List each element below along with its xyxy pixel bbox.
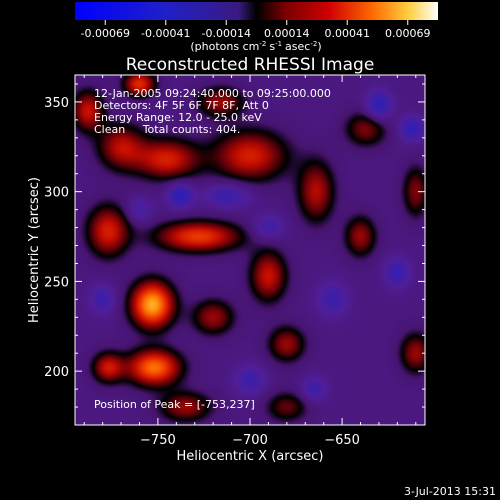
colorbar: -0.00069 -0.00041 -0.00014 0.00014 0.00041 0.… — [75, 2, 438, 53]
colorbar-tick-label: 0.00014 — [264, 27, 310, 40]
unit-exp-s: -1 — [275, 40, 282, 48]
timestamp: 3-Jul-2013 15:31 — [404, 485, 496, 498]
chart-title: Reconstructed RHESSI Image — [126, 55, 375, 75]
colorbar-tick-label: 0.00041 — [325, 27, 371, 40]
y-tick-label: 350 — [44, 96, 69, 111]
colorbar-strip — [75, 2, 438, 20]
x-tick-label: −750 — [140, 433, 176, 448]
x-axis: −750 −700 −650 — [83, 75, 417, 448]
colorbar-tick-label: -0.00014 — [202, 27, 251, 40]
heatmap-image — [75, 75, 425, 425]
annotation-energy: Energy Range: 12.0 - 25.0 keV — [94, 111, 262, 124]
y-axis-label: Heliocentric Y (arcsec) — [27, 177, 42, 323]
unit-b: s — [269, 40, 275, 53]
unit-d: ) — [317, 40, 321, 53]
x-axis-label: Heliocentric X (arcsec) — [177, 449, 324, 464]
unit-exp-asec: -2 — [310, 40, 317, 48]
annotation-block: 12-Jan-2005 09:24:40.000 to 09:25:00.000… — [94, 87, 331, 136]
colorbar-ticks: -0.00069 -0.00041 -0.00014 0.00014 0.00041 0.… — [81, 20, 431, 40]
unit-a: (photons cm — [190, 40, 259, 53]
x-tick-label: −650 — [324, 433, 360, 448]
heatmap-area — [75, 75, 425, 425]
y-tick-label: 250 — [44, 275, 69, 290]
x-tick-label: −700 — [232, 433, 268, 448]
annotation-time: 12-Jan-2005 09:24:40.000 to 09:25:00.000 — [94, 87, 331, 100]
y-tick-label: 300 — [44, 186, 69, 201]
colorbar-tick-label: -0.00069 — [81, 27, 130, 40]
y-axis: 200 250 300 350 — [44, 83, 425, 408]
colorbar-unit: (photons cm-2 s-1 asec-2) — [190, 40, 321, 53]
unit-c: asec — [285, 40, 310, 53]
annotation-counts: Clean Total counts: 404. — [94, 123, 240, 136]
annotation-detectors: Detectors: 4F 5F 6F 7F 8F, Att 0 — [94, 99, 269, 112]
y-tick-label: 200 — [44, 365, 69, 380]
unit-exp-cm: -2 — [259, 40, 266, 48]
colorbar-tick-label: 0.00069 — [385, 27, 431, 40]
peak-label: Position of Peak = [-753,237] — [94, 398, 255, 411]
colorbar-tick-label: -0.00041 — [141, 27, 190, 40]
